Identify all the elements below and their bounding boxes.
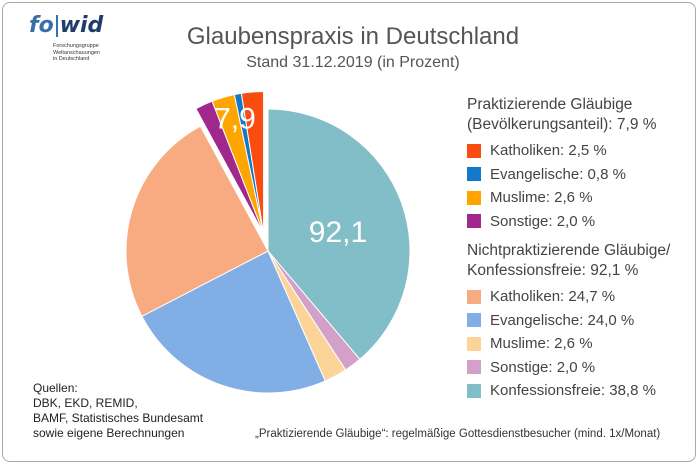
slice-nonpracticing-evangelische <box>141 250 326 394</box>
legend-label: Evangelische: 24,0 % <box>490 311 635 329</box>
nonpracticing-legend-item: Sonstige: 2,0 % <box>467 356 695 380</box>
logo-subtitle-line: Forschungsgruppe <box>53 43 99 49</box>
logo-text-fo: fo <box>29 13 54 38</box>
legend-swatch <box>467 360 481 375</box>
legend-label: Katholiken: 24,7 % <box>490 288 616 306</box>
logo-text-wid: wid <box>59 13 104 38</box>
sources-line: BAMF, Statistisches Bundesamt <box>33 411 204 425</box>
legend-label: Muslime: 2,6 % <box>490 189 593 207</box>
practicing-legend-item: Sonstige: 2,0 % <box>467 210 695 234</box>
practicing-legend-item: Evangelische: 0,8 % <box>467 163 695 187</box>
legend-label: Konfessionsfreie: 38,8 % <box>490 382 656 400</box>
nonpracticing-legend-item: Evangelische: 24,0 % <box>467 309 695 333</box>
nonpracticing-legend-item: Katholiken: 24,7 % <box>467 285 695 309</box>
legend-label: Sonstige: 2,0 % <box>490 358 596 376</box>
legend-practicing-header: Praktizierende Gläubige <box>467 96 633 113</box>
legend-label: Katholiken: 2,5 % <box>490 142 607 160</box>
footnote: „Praktizierende Gläubige“: regelmäßige G… <box>255 428 661 440</box>
logo-subtitle-line: in Deutschland <box>53 56 90 62</box>
legend-swatch <box>467 383 481 398</box>
slice-practicing-katholiken <box>240 91 265 234</box>
sources-line: sowie eigene Berechnungen <box>33 426 185 440</box>
legend-swatch <box>467 313 481 328</box>
legend-swatch <box>467 167 481 182</box>
legend-swatch <box>467 190 481 205</box>
label-practicing-total: 7,9 <box>214 103 256 136</box>
label-nonpracticing-total: 92,1 <box>309 216 367 249</box>
legend-label: Muslime: 2,6 % <box>490 335 593 353</box>
legend-swatch <box>467 214 481 229</box>
pie-chart: 92,1 7,9 <box>125 91 411 394</box>
sources-line: Quellen: <box>33 381 78 395</box>
slice-nonpracticing-katholiken <box>125 125 269 317</box>
legend-nonpracticing-header: Nichtpraktizierende Gläubige/ <box>467 242 671 259</box>
nonpracticing-legend-item: Konfessionsfreie: 38,8 % <box>467 379 695 403</box>
logo-subtitle-line: Weltanschauungen <box>53 49 100 56</box>
legend-label: Evangelische: 0,8 % <box>490 165 626 183</box>
legend-nonpracticing-items: Katholiken: 24,7 % Evangelische: 24,0 % Mu… <box>467 285 695 403</box>
slice-nonpracticing-konfessionsfreie <box>267 108 411 360</box>
logo-subtitle: Forschungsgruppe Weltanschauungen in Deu… <box>53 43 143 63</box>
practicing-legend-item: Muslime: 2,6 % <box>467 186 695 210</box>
legend-swatch <box>467 336 481 351</box>
chart-frame: fo wid Forschungsgruppe Weltanschauungen … <box>2 2 696 462</box>
legend-swatch <box>467 143 481 158</box>
chart-subtitle: Stand 31.12.2019 (in Prozent) <box>246 54 460 71</box>
logo-divider <box>55 15 58 37</box>
legend-nonpracticing-subheader: Konfessionsfreie: 92,1 % <box>467 262 639 279</box>
legend-label: Sonstige: 2,0 % <box>490 212 596 230</box>
fowid-logo: fo wid Forschungsgruppe Weltanschauungen … <box>29 13 139 63</box>
practicing-legend-item: Katholiken: 2,5 % <box>467 139 695 163</box>
nonpracticing-legend-item: Muslime: 2,6 % <box>467 332 695 356</box>
legend-practicing-items: Katholiken: 2,5 % Evangelische: 0,8 % Musl… <box>467 139 695 234</box>
legend: Praktizierende Gläubige (Bevölkerungsant… <box>467 95 695 403</box>
sources-line: DBK, EKD, REMID, <box>33 396 138 410</box>
legend-practicing-subheader: (Bevölkerungsanteil): 7,9 % <box>467 116 657 133</box>
legend-swatch <box>467 289 481 304</box>
sources-note: Quellen: DBK, EKD, REMID, BAMF, Statisti… <box>33 381 203 441</box>
chart-title: Glaubenspraxis in Deutschland <box>186 23 520 50</box>
